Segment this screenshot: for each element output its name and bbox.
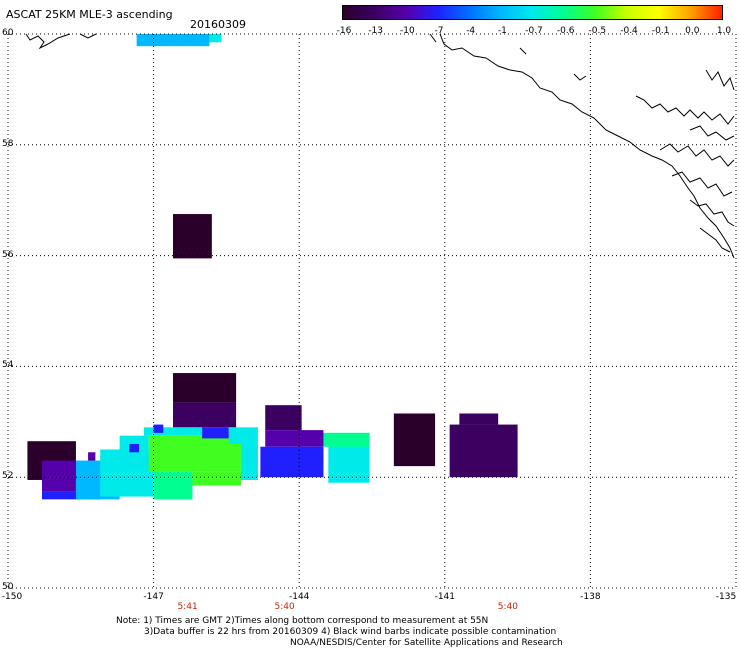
coastline-segment <box>699 227 731 253</box>
mle-cell <box>192 471 241 486</box>
map-date: 20160309 <box>190 18 246 31</box>
color-scale-tick-label: -0.5 <box>588 26 607 36</box>
mle-cell <box>173 402 237 428</box>
coastline-segment <box>705 69 735 91</box>
color-scale-tick-label: 0.0 <box>685 26 700 36</box>
mle-cell <box>143 427 203 436</box>
mle-cell <box>153 471 193 500</box>
latitude-tick-label: 60 <box>2 28 14 38</box>
coastline-segment <box>25 33 71 50</box>
latitude-tick-label: 56 <box>2 249 14 260</box>
color-scale-tick-label: -10 <box>399 26 415 36</box>
mle-cell <box>265 430 324 447</box>
latitude-tick-label: 54 <box>2 360 14 371</box>
color-scale-tick-label: -13 <box>368 26 384 36</box>
longitude-tick-label: -138 <box>580 592 601 602</box>
mle-cell <box>449 424 518 478</box>
mle-cell <box>228 427 258 444</box>
coastline-segment <box>573 73 587 81</box>
color-scale-bar <box>342 5 723 20</box>
color-scale-tick-label: -1 <box>497 26 507 36</box>
color-scale-tick-label: -0.7 <box>525 26 543 36</box>
mle-cell <box>88 452 96 461</box>
time-label: 5:40 <box>497 602 518 612</box>
mle-cell <box>129 443 140 453</box>
color-scale-tick-label: -0.6 <box>556 26 575 36</box>
mle-cell <box>323 432 370 447</box>
mle-cell <box>265 405 302 431</box>
coastline-segment <box>519 47 527 55</box>
mle-cell <box>148 435 241 472</box>
color-scale-labels: -16 -13 -10 -7 -4 -1 -0.7 -0.6 -0.5 -0.4 -0.1 0.0 1.… <box>330 26 732 38</box>
lat-lon-grid <box>7 33 737 589</box>
color-scale-tick-label: 1.0 <box>716 26 732 36</box>
coastline-segment <box>439 33 735 259</box>
mle-cell <box>136 34 210 47</box>
mle-cell <box>41 460 76 492</box>
latitude-tick-label: 58 <box>2 138 14 149</box>
mle-cell <box>173 214 212 259</box>
mle-cell <box>240 443 258 480</box>
color-scale-tick-label: -0.1 <box>651 26 670 36</box>
mle-cell <box>202 427 229 439</box>
mle-cell <box>393 413 436 467</box>
coastline-segment <box>635 95 735 125</box>
coastline-segment <box>659 143 735 167</box>
time-label: 5:41 <box>177 602 198 612</box>
color-scale-tick-label: -0.4 <box>620 26 638 36</box>
color-scale-tick-label: -7 <box>434 26 444 36</box>
coastline-segment <box>79 33 97 39</box>
longitude-tick-label: -150 <box>1 592 23 602</box>
mle-cell <box>173 373 237 403</box>
mle-cell <box>153 424 164 433</box>
coastline-segment <box>671 171 733 197</box>
note-line-1: Note: 1) Times are GMT 2)Times along bot… <box>116 616 489 626</box>
coastline-segment <box>429 33 437 43</box>
note-line-3: NOAA/NESDIS/Center for Satellite Applica… <box>290 638 563 648</box>
longitude-tick-label: -135 <box>715 592 737 602</box>
color-scale-tick-label: -16 <box>336 26 352 36</box>
longitude-tick-label: -147 <box>143 592 164 602</box>
longitude-tick-label: -141 <box>434 592 456 602</box>
note-line-2: 3)Data buffer is 22 hrs from 20160309 4)… <box>144 627 557 637</box>
color-scale-tick-label: -4 <box>466 26 476 36</box>
mle-cells <box>27 34 518 500</box>
map-title: ASCAT 25KM MLE-3 ascending <box>6 8 173 21</box>
coastline-segment <box>689 199 735 227</box>
latitude-tick-label: 52 <box>2 471 14 482</box>
mle-cell <box>209 34 222 43</box>
coastline <box>25 33 735 259</box>
mle-cell <box>260 446 324 478</box>
mle-cell <box>459 413 499 425</box>
time-label: 5:40 <box>274 602 295 612</box>
coastline-segment <box>689 125 735 141</box>
latitude-tick-label: 50 <box>2 582 14 592</box>
longitude-tick-label: -144 <box>288 592 310 602</box>
mle-cell <box>41 491 101 500</box>
